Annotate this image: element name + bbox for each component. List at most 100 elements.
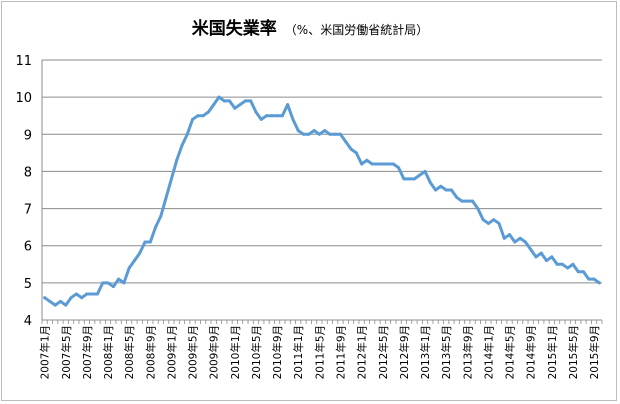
- data-point: [117, 277, 121, 281]
- data-point: [138, 251, 142, 255]
- data-point: [259, 117, 263, 121]
- data-point: [391, 162, 395, 166]
- x-tick-label: 2010年1月: [229, 325, 242, 379]
- x-tick-label: 2015年9月: [588, 325, 601, 379]
- data-point: [148, 240, 152, 244]
- data-point: [43, 296, 47, 300]
- data-point: [349, 147, 353, 151]
- y-tick-label: 6: [24, 240, 32, 255]
- y-axis-ticks: 4 5 6 7 8 9 10 11: [15, 54, 32, 329]
- chart-title-block: 米国失業率 （%、米国労働省統計局）: [0, 14, 620, 39]
- y-tick-label: 10: [15, 91, 32, 106]
- data-point: [69, 296, 73, 300]
- data-point: [206, 110, 210, 114]
- data-point: [175, 158, 179, 162]
- data-point: [481, 218, 485, 222]
- data-point: [523, 240, 527, 244]
- data-point: [58, 299, 62, 303]
- data-point: [460, 199, 464, 203]
- data-point: [228, 99, 232, 103]
- data-point: [217, 95, 221, 99]
- data-point: [444, 188, 448, 192]
- data-point: [497, 221, 501, 225]
- data-point: [74, 292, 78, 296]
- data-point: [270, 114, 274, 118]
- y-tick-label: 9: [24, 128, 32, 143]
- data-point: [159, 214, 163, 218]
- data-point: [338, 132, 342, 136]
- data-point: [423, 169, 427, 173]
- x-tick-label: 2009年5月: [187, 325, 200, 379]
- data-point: [545, 259, 549, 263]
- data-point: [402, 177, 406, 181]
- data-point: [90, 292, 94, 296]
- data-point: [291, 117, 295, 121]
- x-tick-label: 2013年1月: [419, 325, 432, 379]
- data-point: [80, 296, 84, 300]
- data-point: [323, 129, 327, 133]
- data-point: [418, 173, 422, 177]
- chart-title: 米国失業率: [191, 19, 277, 39]
- data-point: [296, 129, 300, 133]
- x-tick-label: 2012年1月: [356, 325, 369, 379]
- data-point: [53, 303, 57, 307]
- data-point: [302, 132, 306, 136]
- data-point: [587, 277, 591, 281]
- data-point: [434, 188, 438, 192]
- data-point: [486, 221, 490, 225]
- data-point: [85, 292, 89, 296]
- data-point: [64, 303, 68, 307]
- data-point: [576, 270, 580, 274]
- data-point: [286, 103, 290, 107]
- x-tick-label: 2007年1月: [39, 325, 52, 379]
- data-point: [502, 236, 506, 240]
- data-point: [222, 99, 226, 103]
- data-point: [571, 262, 575, 266]
- series-group: [43, 95, 601, 307]
- gridlines: [42, 59, 602, 284]
- data-point: [375, 162, 379, 166]
- x-tick-label: 2013年9月: [461, 325, 474, 379]
- data-point: [169, 177, 173, 181]
- x-tick-label: 2012年9月: [398, 325, 411, 379]
- x-tick-label: 2010年5月: [250, 325, 263, 379]
- data-point: [365, 158, 369, 162]
- data-point: [127, 266, 131, 270]
- data-point: [555, 262, 559, 266]
- data-point: [534, 255, 538, 259]
- data-point: [449, 188, 453, 192]
- data-point: [254, 110, 258, 114]
- data-point: [280, 114, 284, 118]
- data-point: [312, 129, 316, 133]
- data-point: [381, 162, 385, 166]
- data-point: [333, 132, 337, 136]
- x-tick-label: 2014年5月: [504, 325, 517, 379]
- series-line: [43, 95, 601, 307]
- x-tick-label: 2011年1月: [292, 325, 305, 379]
- data-point: [529, 247, 533, 251]
- data-point: [407, 177, 411, 181]
- data-point: [370, 162, 374, 166]
- data-point: [196, 114, 200, 118]
- data-point: [154, 225, 158, 229]
- x-tick-label: 2007年9月: [81, 325, 94, 379]
- data-point: [360, 162, 364, 166]
- x-tick-label: 2014年9月: [525, 325, 538, 379]
- x-tick-label: 2015年1月: [546, 325, 559, 379]
- data-point: [428, 181, 432, 185]
- data-point: [518, 236, 522, 240]
- data-point: [471, 199, 475, 203]
- data-point: [191, 117, 195, 121]
- data-point: [201, 114, 205, 118]
- data-point: [132, 259, 136, 263]
- x-tick-label: 2011年5月: [313, 325, 326, 379]
- data-point: [328, 132, 332, 136]
- x-tick-label: 2009年9月: [208, 325, 221, 379]
- y-tick-label: 8: [24, 165, 32, 180]
- data-point: [106, 281, 110, 285]
- data-point: [465, 199, 469, 203]
- data-point: [354, 151, 358, 155]
- data-point: [566, 266, 570, 270]
